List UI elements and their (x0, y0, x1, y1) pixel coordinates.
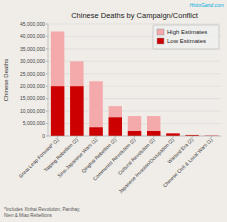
legend-swatch (157, 38, 164, 44)
tick-mark (96, 136, 97, 138)
legend: High Estimates Low Estimates (153, 25, 219, 49)
bar (70, 61, 83, 136)
tick-mark (76, 136, 77, 138)
y-tick-label: 0 (42, 133, 45, 139)
tick-mark (57, 136, 58, 138)
y-tick-label: 20,000,000 (20, 83, 45, 89)
footnote-line: Nien & Miao Rebellions (4, 213, 52, 218)
y-tick-label: 15,000,000 (20, 95, 45, 101)
legend-frame (153, 25, 219, 49)
y-tick-label: 10,000,000 (20, 108, 45, 114)
footnote-line: *Includes Xinhai Revolution, Panthay, (4, 207, 80, 212)
y-axis (48, 24, 49, 136)
bar (128, 131, 141, 136)
tick-mark (211, 136, 212, 138)
legend-label: High Estimates (167, 29, 207, 35)
watermark: HistoGand.com (190, 2, 224, 8)
bar (109, 106, 122, 136)
tick-mark (115, 136, 116, 138)
bar (51, 31, 64, 136)
legend-swatch (157, 29, 164, 35)
bar (166, 134, 179, 136)
y-tick-label: 25,000,000 (20, 71, 45, 77)
y-tick-label: 30,000,000 (20, 58, 45, 64)
chart: 0 5,000,000 10,000,000 15,000,000 20,000,000… (0, 0, 227, 222)
y-tick-label: 35,000,000 (20, 46, 45, 52)
bar (51, 86, 64, 136)
grid-line (48, 24, 221, 25)
y-tick-label: 45,000,000 (20, 21, 45, 27)
bar (147, 131, 160, 136)
y-axis-label: Chinese Deaths (3, 59, 9, 102)
bar (89, 127, 102, 136)
background (0, 0, 227, 222)
x-tick-label: Qinghai Rebellion (2) (80, 136, 118, 174)
y-tick-label: 40,000,000 (20, 33, 45, 39)
bar (109, 117, 122, 136)
bar (147, 116, 160, 136)
bar (89, 81, 102, 136)
bar (70, 86, 83, 136)
footnote: *Includes Xinhai Revolution, Panthay,Nie… (4, 207, 80, 218)
bar (166, 133, 179, 136)
x-tick-label: Taiping Rebellion (2) (43, 136, 80, 173)
tick-mark (172, 136, 173, 138)
tick-mark (134, 136, 135, 138)
tick-mark (192, 136, 193, 138)
y-tick-label: 5,000,000 (23, 120, 45, 126)
x-tick-label: Chinese Civil & Local Wars (1) (162, 136, 214, 188)
title: Chinese Deaths by Campaign/Conflict (71, 11, 199, 20)
bar (128, 116, 141, 136)
legend-label: Low Estimates (167, 38, 206, 44)
tick-mark (153, 136, 154, 138)
